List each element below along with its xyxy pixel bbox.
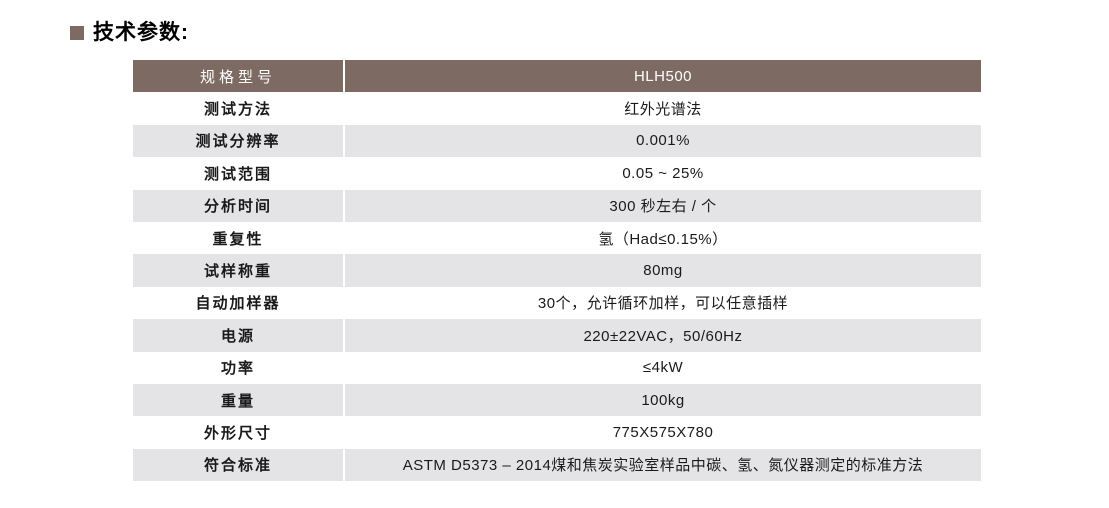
- spec-value: 100kg: [343, 383, 981, 417]
- spec-label: 功率: [220, 360, 255, 378]
- spec-value: 30个，允许循环加样，可以任意插样: [343, 286, 981, 320]
- spec-label: 测试方法: [203, 101, 272, 119]
- spec-label: 外形尺寸: [203, 424, 272, 442]
- table-row: 测试范围 0.05 ~ 25%: [133, 157, 981, 190]
- spec-header-label: 规格型号: [199, 68, 276, 86]
- spec-label: 测试范围: [203, 165, 272, 183]
- table-row: 分析时间 300 秒左右 / 个: [133, 189, 981, 222]
- spec-value: ASTM D5373 – 2014煤和焦炭实验室样品中碳、氢、氮仪器测定的标准方…: [343, 448, 981, 482]
- spec-value: ≤4kW: [343, 351, 981, 384]
- spec-label: 分析时间: [203, 198, 272, 216]
- spec-table: 规格型号 HLH500 测试方法 红外光谱法 测试分辨率 0.001% 测试范围…: [133, 60, 981, 482]
- spec-table-header-row: 规格型号 HLH500: [133, 60, 981, 93]
- table-row: 外形尺寸 775X575X780: [133, 416, 981, 449]
- spec-label: 符合标准: [203, 457, 272, 475]
- spec-label: 自动加样器: [195, 295, 281, 313]
- spec-value: 0.05 ~ 25%: [343, 157, 981, 190]
- spec-label: 重量: [220, 392, 255, 410]
- spec-table-body: 测试方法 红外光谱法 测试分辨率 0.001% 测试范围 0.05 ~ 25% …: [133, 92, 981, 482]
- table-row: 测试方法 红外光谱法: [133, 92, 981, 125]
- section-title-label: 技术参数:: [93, 21, 189, 44]
- spec-value: 220±22VAC，50/60Hz: [343, 319, 981, 352]
- spec-header-value: HLH500: [343, 60, 981, 93]
- spec-label: 测试分辨率: [195, 133, 281, 151]
- table-row: 重量 100kg: [133, 383, 981, 417]
- square-bullet-icon: [70, 26, 84, 40]
- table-row: 重复性 氢（Had≤0.15%）: [133, 221, 981, 255]
- section-title: 技术参数:: [70, 20, 189, 46]
- spec-value: 80mg: [343, 254, 981, 287]
- table-row: 功率 ≤4kW: [133, 351, 981, 384]
- table-row: 符合标准 ASTM D5373 – 2014煤和焦炭实验室样品中碳、氢、氮仪器测…: [133, 448, 981, 482]
- spec-label: 重复性: [212, 230, 264, 248]
- spec-value: 红外光谱法: [343, 92, 981, 125]
- table-row: 测试分辨率 0.001%: [133, 124, 981, 158]
- spec-value: 0.001%: [343, 124, 981, 158]
- spec-value: 氢（Had≤0.15%）: [343, 221, 981, 255]
- spec-value: 775X575X780: [343, 416, 981, 449]
- table-row: 自动加样器 30个，允许循环加样，可以任意插样: [133, 286, 981, 320]
- spec-label: 电源: [220, 327, 255, 345]
- spec-label: 试样称重: [203, 263, 272, 281]
- spec-value: 300 秒左右 / 个: [343, 189, 981, 222]
- table-row: 电源 220±22VAC，50/60Hz: [133, 319, 981, 352]
- table-row: 试样称重 80mg: [133, 254, 981, 287]
